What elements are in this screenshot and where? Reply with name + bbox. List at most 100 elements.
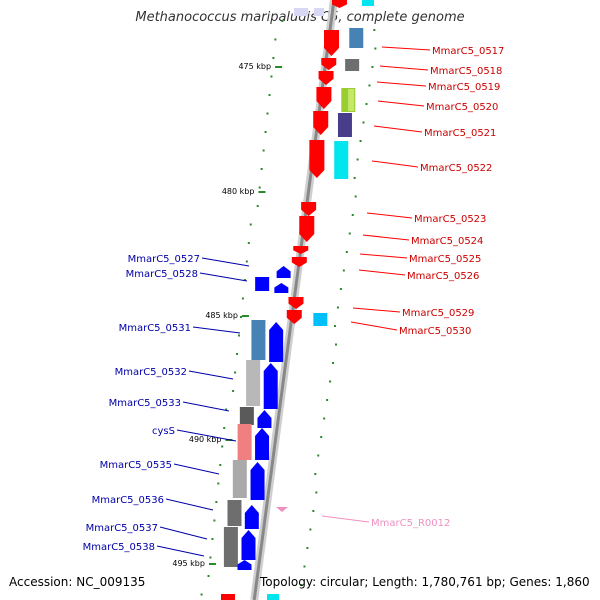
- reverse-gene-arrow[interactable]: [331, 0, 347, 8]
- scale-tick: [345, 251, 348, 253]
- forward-gene-label[interactable]: MmarC5_0536: [92, 495, 164, 506]
- scale-tick: [241, 297, 244, 300]
- scale-tick: [274, 38, 277, 41]
- gene-category-bar: [337, 113, 352, 137]
- scale-tick: [315, 491, 318, 494]
- forward-gene-arrow[interactable]: [274, 283, 289, 293]
- forward-gene-arrow[interactable]: [255, 428, 270, 460]
- scale-tick: [211, 538, 214, 540]
- reverse-gene-arrow[interactable]: [286, 310, 302, 324]
- label-leader-line: [199, 272, 248, 282]
- label-leader-line: [366, 212, 413, 219]
- genome-title: Methanococcus maripaludis C5, complete g…: [135, 10, 465, 25]
- forward-gene-arrow[interactable]: [263, 363, 278, 409]
- reverse-gene-label[interactable]: MmarC5_0523: [414, 214, 486, 225]
- gene-category-bar: [348, 89, 355, 111]
- forward-gene-label[interactable]: MmarC5_0527: [128, 254, 200, 265]
- gene-category-bar: [239, 407, 254, 425]
- label-leader-line: [358, 269, 406, 276]
- scale-tick: [373, 29, 376, 31]
- reverse-gene-label[interactable]: MmarC5_0529: [402, 308, 474, 319]
- reverse-gene-label[interactable]: MmarC5_0521: [424, 128, 496, 139]
- scale-tick: [245, 260, 248, 263]
- forward-gene-arrow[interactable]: [244, 505, 259, 529]
- rna-gene-label[interactable]: MmarC5_R0012: [371, 518, 450, 529]
- reverse-gene-arrow[interactable]: [288, 297, 304, 309]
- forward-gene-label[interactable]: MmarC5_0533: [109, 398, 181, 409]
- reverse-gene-arrow[interactable]: [313, 111, 329, 135]
- reverse-gene-arrow[interactable]: [301, 202, 317, 216]
- scale-tick: [326, 399, 329, 401]
- label-leader-line: [376, 81, 427, 87]
- reverse-gene-label[interactable]: MmarC5_0522: [420, 163, 492, 174]
- scale-tick: [356, 158, 359, 161]
- reverse-gene-label[interactable]: MmarC5_0518: [430, 66, 502, 77]
- forward-gene-label[interactable]: MmarC5_0528: [126, 269, 198, 280]
- gene-category-bar: [246, 360, 261, 406]
- gene-category-bar: [345, 59, 360, 71]
- scale-tick: [236, 353, 239, 355]
- label-leader-line: [359, 253, 408, 259]
- scale-tick: [359, 140, 362, 142]
- forward-gene-label[interactable]: cysS: [152, 426, 175, 437]
- reverse-gene-arrow[interactable]: [316, 87, 332, 109]
- forward-gene-arrow[interactable]: [257, 410, 272, 428]
- reverse-gene-label[interactable]: MmarC5_0520: [426, 102, 498, 113]
- reverse-gene-arrow[interactable]: [309, 140, 325, 178]
- scale-tick: [200, 593, 203, 596]
- reverse-gene-label[interactable]: MmarC5_0530: [399, 326, 471, 337]
- scale-tick: [232, 390, 235, 392]
- reverse-gene-arrow[interactable]: [318, 71, 334, 85]
- reverse-gene-label[interactable]: MmarC5_0517: [432, 46, 504, 57]
- reverse-gene-arrow[interactable]: [299, 216, 315, 242]
- forward-gene-label[interactable]: MmarC5_0535: [100, 460, 172, 471]
- scale-tick: [312, 510, 315, 512]
- scale-tick: [332, 362, 335, 364]
- forward-gene-arrow[interactable]: [241, 530, 256, 560]
- label-leader-line: [188, 370, 234, 380]
- label-leader-line: [159, 526, 208, 540]
- reverse-gene-label[interactable]: MmarC5_0519: [428, 82, 500, 93]
- reverse-gene-arrow[interactable]: [324, 30, 339, 56]
- reverse-gene-arrow[interactable]: [321, 58, 337, 70]
- forward-gene-arrow[interactable]: [250, 462, 265, 500]
- forward-gene-label[interactable]: MmarC5_0538: [83, 542, 155, 553]
- forward-gene-arrow[interactable]: [269, 322, 284, 362]
- scale-tick: [272, 57, 275, 59]
- scale-tick: [351, 214, 354, 216]
- reverse-gene-arrow[interactable]: [293, 246, 309, 254]
- forward-gene-label[interactable]: MmarC5_0532: [115, 367, 187, 378]
- kbp-label: 485 kbp: [205, 311, 238, 320]
- scale-tick: [348, 232, 351, 235]
- reverse-gene-label[interactable]: MmarC5_0526: [407, 271, 479, 282]
- label-leader-line: [156, 545, 205, 557]
- scale-tick: [217, 482, 220, 485]
- label-leader-line: [176, 429, 237, 442]
- reverse-gene-label[interactable]: MmarC5_0525: [409, 254, 481, 265]
- scale-tick: [309, 528, 312, 531]
- scale-tick: [281, 20, 284, 22]
- rna-gene-arrow[interactable]: [276, 507, 288, 512]
- reverse-gene-arrow[interactable]: [291, 257, 307, 267]
- gene-category-bar: [361, 0, 374, 6]
- scale-tick: [258, 186, 261, 189]
- forward-gene-arrow[interactable]: [237, 560, 252, 570]
- topology-text: Topology: circular; Length: 1,780,761 bp…: [260, 575, 590, 589]
- scale-tick: [317, 454, 320, 457]
- reverse-gene-label[interactable]: MmarC5_0524: [411, 236, 483, 247]
- gene-category-bar: [334, 141, 349, 179]
- scale-tick: [268, 94, 271, 96]
- scale-tick: [339, 288, 342, 290]
- label-leader-line: [377, 100, 425, 107]
- gene-category-bar: [232, 460, 247, 498]
- label-leader-line: [350, 321, 398, 331]
- scale-tick: [215, 501, 218, 503]
- gene-category-bar: [313, 313, 328, 326]
- kbp-tick: [275, 66, 283, 68]
- scale-tick: [209, 556, 212, 559]
- scale-tick: [247, 242, 250, 244]
- forward-gene-label[interactable]: MmarC5_0531: [119, 323, 191, 334]
- forward-gene-arrow[interactable]: [276, 266, 291, 278]
- forward-gene-label[interactable]: MmarC5_0537: [86, 523, 158, 534]
